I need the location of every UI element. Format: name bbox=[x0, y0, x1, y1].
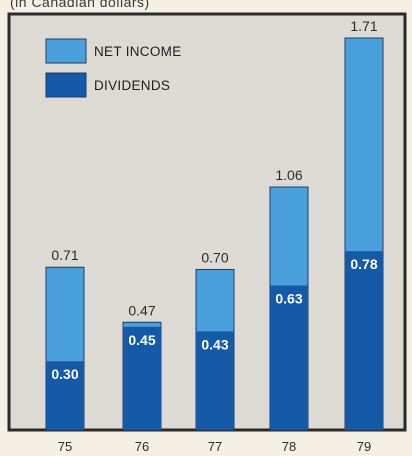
bar-dividends-77 bbox=[196, 331, 234, 430]
legend-swatch-net-income bbox=[45, 38, 87, 64]
x-tick-79: 79 bbox=[357, 439, 371, 454]
x-tick-labels: 75 76 77 78 79 bbox=[58, 439, 371, 454]
x-tick-76: 76 bbox=[135, 439, 149, 454]
bars-layer: 0.71 0.30 0.47 0.45 0.70 0.43 1.06 0.63 1.71 0.78 bbox=[45, 18, 384, 431]
label-dividends-78: 0.63 bbox=[275, 291, 302, 307]
x-tick-78: 78 bbox=[282, 439, 296, 454]
label-net-income-76: 0.47 bbox=[128, 302, 155, 318]
label-net-income-78: 1.06 bbox=[275, 167, 302, 183]
legend-label-dividends: DIVIDENDS bbox=[94, 78, 170, 93]
label-dividends-77: 0.43 bbox=[201, 336, 228, 352]
label-dividends-76: 0.45 bbox=[128, 332, 155, 348]
legend: NET INCOME DIVIDENDS bbox=[45, 38, 182, 98]
bar-dividends-75 bbox=[46, 361, 84, 430]
label-dividends-75: 0.30 bbox=[51, 366, 78, 382]
label-net-income-75: 0.71 bbox=[51, 247, 78, 263]
legend-swatch-dividends bbox=[45, 72, 87, 98]
label-net-income-77: 0.70 bbox=[201, 250, 228, 266]
x-tick-75: 75 bbox=[58, 439, 72, 454]
bar-dividends-76 bbox=[123, 326, 161, 430]
legend-label-net-income: NET INCOME bbox=[94, 44, 182, 59]
label-net-income-79: 1.71 bbox=[350, 18, 377, 34]
x-tick-77: 77 bbox=[208, 439, 222, 454]
label-dividends-79: 0.78 bbox=[350, 256, 377, 272]
bar-dividends-78 bbox=[270, 285, 308, 430]
units-note: (in Canadian dollars) bbox=[10, 0, 150, 10]
bar-dividends-79 bbox=[345, 251, 383, 430]
